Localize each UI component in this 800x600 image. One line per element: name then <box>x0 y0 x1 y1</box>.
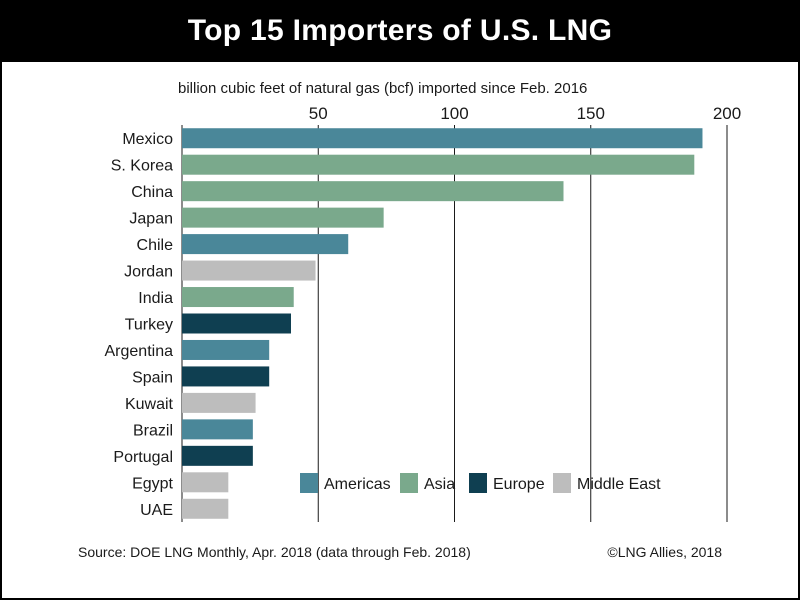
legend-item: Middle East <box>553 473 661 493</box>
legend-swatch <box>400 473 418 493</box>
legend-label: Asia <box>424 476 455 493</box>
category-label: Japan <box>129 211 173 228</box>
legend-item: Europe <box>469 473 545 493</box>
bar <box>182 445 253 466</box>
category-label: Kuwait <box>125 396 174 413</box>
category-label: Portugal <box>113 449 173 466</box>
category-label: Turkey <box>125 317 173 334</box>
x-tick-label: 100 <box>440 104 468 123</box>
chart-title: Top 15 Importers of U.S. LNG <box>187 14 613 47</box>
x-axis-label: billion cubic feet of natural gas (bcf) … <box>178 80 587 97</box>
legend-label: Americas <box>324 476 391 493</box>
legend-item: Americas <box>300 473 391 493</box>
bar <box>182 472 229 493</box>
legend-label: Middle East <box>577 476 661 493</box>
bar <box>182 419 253 440</box>
legend-label: Europe <box>493 476 545 493</box>
copyright-note: ©LNG Allies, 2018 <box>607 544 722 560</box>
legend: Americas Asia Europe Middle East <box>300 473 661 493</box>
bar <box>182 498 229 519</box>
chart-panel <box>2 62 798 598</box>
bar <box>182 339 270 360</box>
legend-item: Asia <box>400 473 455 493</box>
category-label: Spain <box>132 369 173 386</box>
bar <box>182 392 256 413</box>
bar <box>182 260 316 281</box>
category-label: Brazil <box>133 422 173 439</box>
category-label: Jordan <box>124 264 173 281</box>
bar <box>182 128 703 149</box>
category-label: UAE <box>140 502 173 519</box>
category-label: Egypt <box>132 475 173 492</box>
x-tick-label: 200 <box>713 104 741 123</box>
source-note: Source: DOE LNG Monthly, Apr. 2018 (data… <box>78 544 471 560</box>
bars <box>182 128 703 519</box>
x-tick-labels: 50 100 150 200 <box>309 104 741 123</box>
category-label: S. Korea <box>111 158 173 175</box>
bar <box>182 313 291 334</box>
category-label: India <box>138 290 173 307</box>
bar <box>182 207 384 228</box>
legend-swatch <box>300 473 318 493</box>
bar <box>182 154 695 175</box>
category-label: Chile <box>137 237 174 254</box>
legend-swatch <box>553 473 571 493</box>
category-label: China <box>131 184 173 201</box>
category-label: Argentina <box>105 343 174 360</box>
bar <box>182 181 564 202</box>
legend-swatch <box>469 473 487 493</box>
category-labels: Mexico S. Korea China Japan Chile Jordan India… <box>105 131 174 519</box>
category-label: Mexico <box>122 131 173 148</box>
x-tick-label: 150 <box>577 104 605 123</box>
x-tick-label: 50 <box>309 104 328 123</box>
bar <box>182 287 294 308</box>
bar <box>182 366 270 387</box>
bar <box>182 234 349 255</box>
